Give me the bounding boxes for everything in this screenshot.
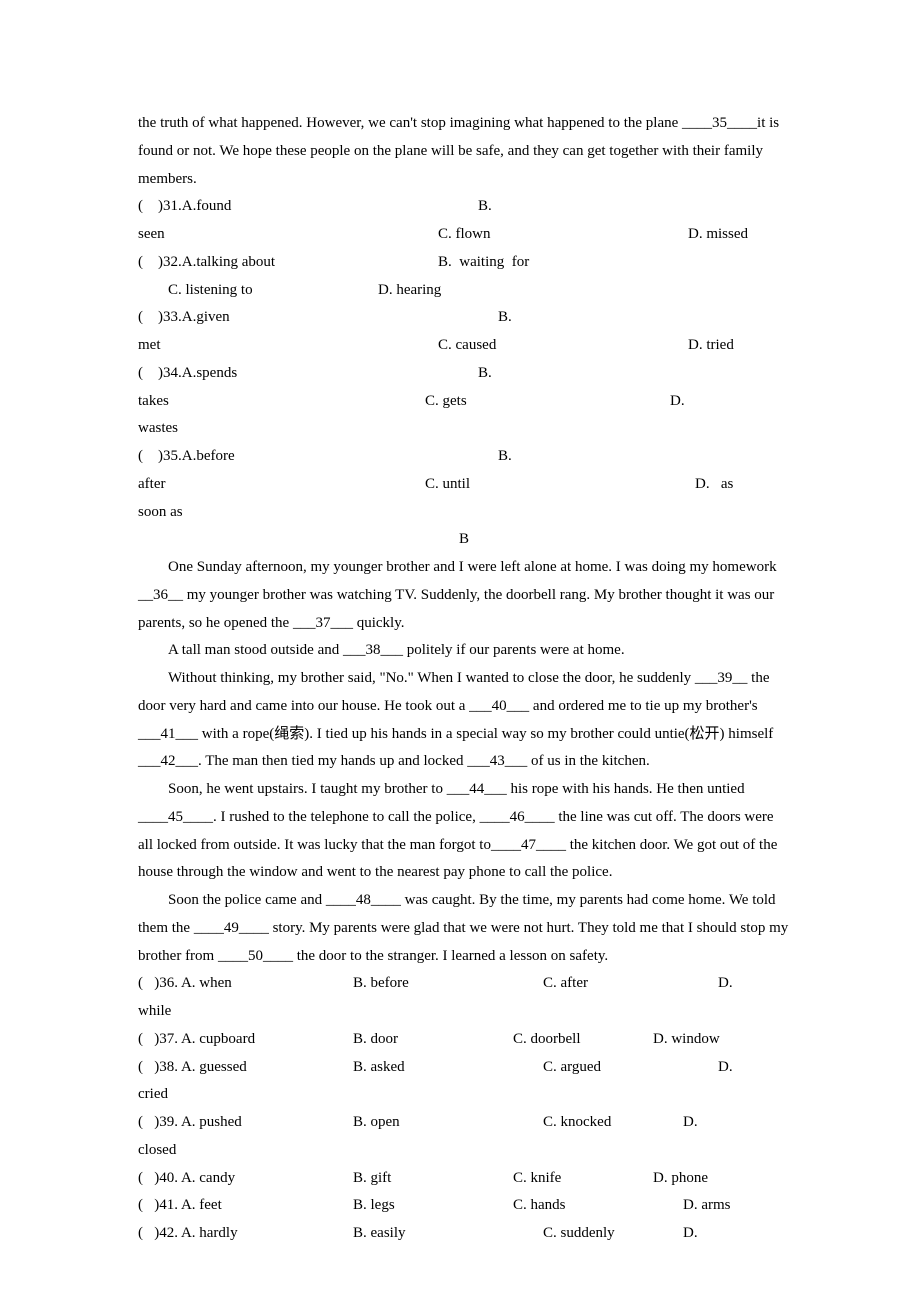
question-36-line2: while [138, 998, 790, 1026]
q40-d: D. phone [653, 1165, 708, 1193]
question-40: ( )40. A. candy B. gift C. knife D. phon… [138, 1165, 790, 1193]
question-34-line3: wastes [138, 415, 790, 443]
passage-a-tail: the truth of what happened. However, we … [138, 110, 790, 193]
section-b-label: B [138, 526, 790, 554]
q34-c: C. gets [425, 388, 670, 416]
q42-c: C. suddenly [543, 1220, 683, 1248]
q41-b: B. legs [353, 1192, 513, 1220]
q33-num-a: ( )33.A.given [138, 304, 498, 332]
q39-d-cont: closed [138, 1137, 176, 1165]
q32-b: B. waiting for [438, 249, 529, 277]
q37-d: D. window [653, 1026, 720, 1054]
q39-b: B. open [353, 1109, 543, 1137]
section-b-para-3: Without thinking, my brother said, "No."… [138, 665, 790, 776]
q36-d-cont: while [138, 998, 171, 1026]
q34-d-cont: wastes [138, 415, 178, 443]
q33-b: B. [498, 304, 512, 332]
q31-b-cont: seen [138, 221, 438, 249]
question-36: ( )36. A. when B. before C. after D. [138, 970, 790, 998]
q31-c: C. flown [438, 221, 688, 249]
q32-num-a: ( )32.A.talking about [138, 249, 438, 277]
q34-num-a: ( )34.A.spends [138, 360, 478, 388]
question-41: ( )41. A. feet B. legs C. hands D. arms [138, 1192, 790, 1220]
q35-c: C. until [425, 471, 695, 499]
q36-c: C. after [543, 970, 718, 998]
q33-b-cont: met [138, 332, 438, 360]
question-35-line2: after C. until D. as [138, 471, 790, 499]
question-34-line2: takes C. gets D. [138, 388, 790, 416]
question-35: ( )35.A.before B. [138, 443, 790, 471]
q41-c: C. hands [513, 1192, 683, 1220]
q38-c: C. argued [543, 1054, 718, 1082]
question-31-line2: seen C. flown D. missed [138, 221, 790, 249]
q38-num-a: ( )38. A. guessed [138, 1054, 353, 1082]
q31-d: D. missed [688, 221, 748, 249]
q35-b: B. [498, 443, 512, 471]
q34-b: B. [478, 360, 492, 388]
q35-b-cont: after [138, 471, 425, 499]
section-b-para-1: One Sunday afternoon, my younger brother… [138, 554, 790, 637]
q40-b: B. gift [353, 1165, 513, 1193]
question-39: ( )39. A. pushed B. open C. knocked D. [138, 1109, 790, 1137]
q32-d: D. hearing [378, 277, 441, 305]
question-33-line2: met C. caused D. tried [138, 332, 790, 360]
question-39-line2: closed [138, 1137, 790, 1165]
q31-b: B. [478, 193, 492, 221]
q41-num-a: ( )41. A. feet [138, 1192, 353, 1220]
q33-d: D. tried [688, 332, 734, 360]
question-31: ( )31.A.found B. [138, 193, 790, 221]
question-38: ( )38. A. guessed B. asked C. argued D. [138, 1054, 790, 1082]
q39-num-a: ( )39. A. pushed [138, 1109, 353, 1137]
q37-c: C. doorbell [513, 1026, 653, 1054]
section-b-para-2: A tall man stood outside and ___38___ po… [138, 637, 790, 665]
q34-d: D. [670, 388, 685, 416]
question-33: ( )33.A.given B. [138, 304, 790, 332]
q39-c: C. knocked [543, 1109, 683, 1137]
section-b-para-5: Soon the police came and ____48____ was … [138, 887, 790, 970]
q36-b: B. before [353, 970, 543, 998]
question-42: ( )42. A. hardly B. easily C. suddenly D… [138, 1220, 790, 1248]
q40-c: C. knife [513, 1165, 653, 1193]
q42-num-a: ( )42. A. hardly [138, 1220, 353, 1248]
q36-d: D. [718, 970, 733, 998]
q40-num-a: ( )40. A. candy [138, 1165, 353, 1193]
question-38-line2: cried [138, 1081, 790, 1109]
question-37: ( )37. A. cupboard B. door C. doorbell D… [138, 1026, 790, 1054]
q36-num-a: ( )36. A. when [138, 970, 353, 998]
q35-d: D. as [695, 471, 733, 499]
q37-b: B. door [353, 1026, 513, 1054]
section-b-para-4: Soon, he went upstairs. I taught my brot… [138, 776, 790, 887]
question-34: ( )34.A.spends B. [138, 360, 790, 388]
q38-d-cont: cried [138, 1081, 168, 1109]
question-35-line3: soon as [138, 499, 790, 527]
q31-num-a: ( )31.A.found [138, 193, 478, 221]
q35-num-a: ( )35.A.before [138, 443, 498, 471]
question-32: ( )32.A.talking about B. waiting for [138, 249, 790, 277]
q32-c: C. listening to [138, 277, 378, 305]
q38-b: B. asked [353, 1054, 543, 1082]
q41-d: D. arms [683, 1192, 731, 1220]
q35-d-cont: soon as [138, 499, 183, 527]
q42-d: D. [683, 1220, 698, 1248]
q42-b: B. easily [353, 1220, 543, 1248]
q38-d: D. [718, 1054, 733, 1082]
q37-num-a: ( )37. A. cupboard [138, 1026, 353, 1054]
q34-b-cont: takes [138, 388, 425, 416]
q39-d: D. [683, 1109, 698, 1137]
q33-c: C. caused [438, 332, 688, 360]
question-32-line2: C. listening to D. hearing [138, 277, 790, 305]
